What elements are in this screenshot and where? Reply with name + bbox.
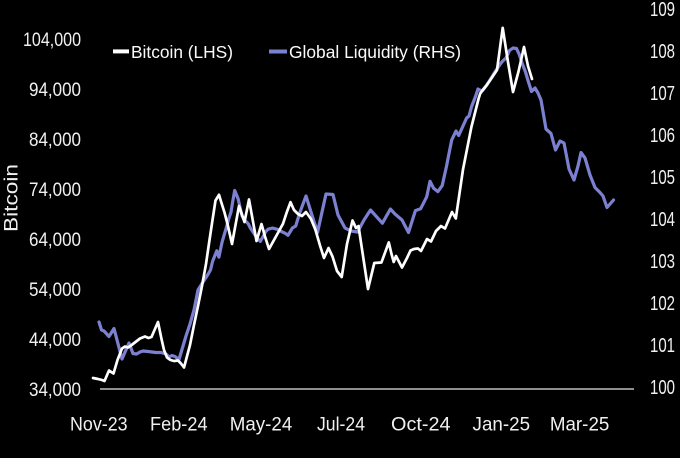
svg-text:44,000: 44,000: [29, 329, 81, 351]
svg-text:Mar-25: Mar-25: [550, 414, 610, 436]
svg-text:Jul-24: Jul-24: [317, 414, 365, 436]
svg-text:84,000: 84,000: [29, 129, 81, 151]
svg-text:Bitcoin: Bitcoin: [1, 164, 23, 232]
svg-text:54,000: 54,000: [29, 279, 81, 301]
svg-text:Oct-24: Oct-24: [391, 414, 451, 436]
svg-text:101: 101: [650, 334, 675, 357]
svg-text:109: 109: [650, 0, 675, 21]
svg-text:Nov-23: Nov-23: [70, 414, 128, 436]
svg-text:Bitcoin (LHS): Bitcoin (LHS): [131, 42, 233, 62]
svg-text:106: 106: [650, 124, 675, 147]
svg-text:Jan-25: Jan-25: [473, 414, 531, 436]
svg-text:100: 100: [650, 376, 675, 399]
svg-text:94,000: 94,000: [29, 79, 81, 101]
svg-text:108: 108: [650, 40, 675, 63]
svg-text:Global Liquidity (RHS): Global Liquidity (RHS): [289, 42, 461, 62]
svg-text:34,000: 34,000: [29, 379, 81, 401]
svg-text:107: 107: [650, 82, 675, 105]
svg-text:102: 102: [650, 292, 675, 315]
svg-text:May-24: May-24: [230, 414, 293, 436]
svg-text:74,000: 74,000: [29, 179, 81, 201]
svg-text:105: 105: [650, 166, 675, 189]
svg-text:103: 103: [650, 250, 675, 273]
svg-text:104: 104: [650, 208, 675, 231]
svg-text:Feb-24: Feb-24: [150, 414, 208, 436]
svg-text:104,000: 104,000: [23, 29, 81, 51]
svg-text:64,000: 64,000: [29, 229, 81, 251]
